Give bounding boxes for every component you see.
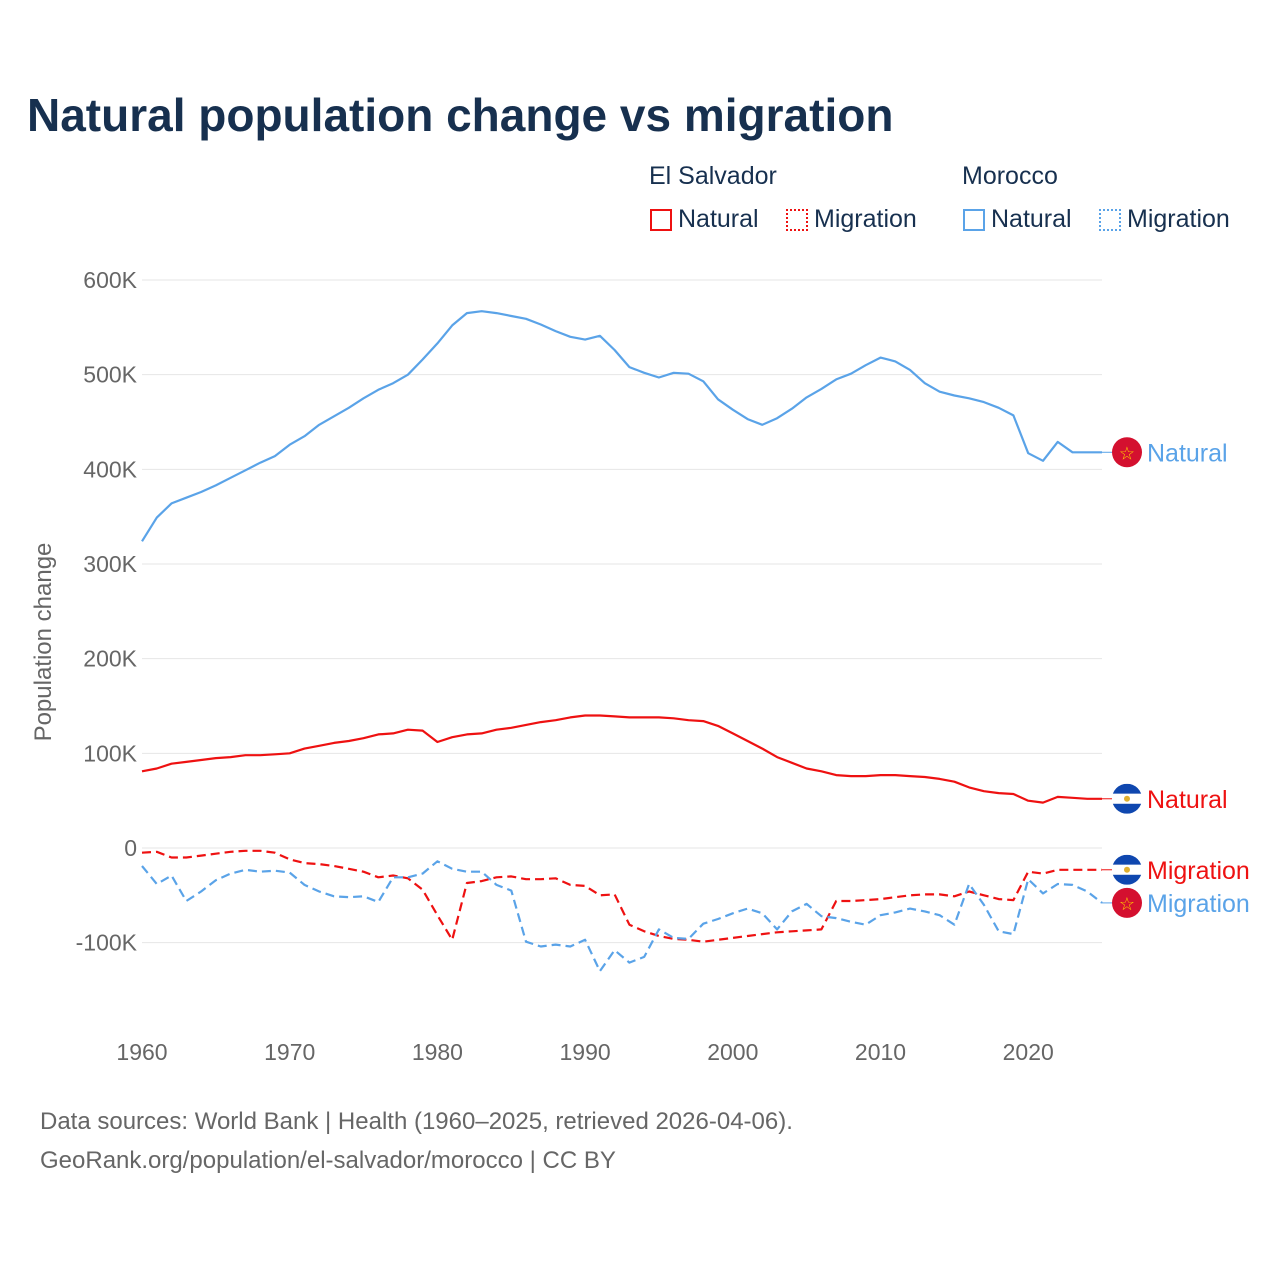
end-label: Migration (1147, 890, 1250, 918)
x-tick-label: 2020 (1003, 1039, 1054, 1065)
flag-background (1112, 437, 1142, 468)
y-tick-label: -100K (76, 930, 138, 956)
flag-background (1112, 887, 1142, 918)
legend-group-morocco: Morocco (962, 162, 1058, 190)
legend-label: Migration (1127, 205, 1230, 233)
x-tick-label: 1970 (264, 1039, 315, 1065)
stripe-top (1112, 854, 1142, 865)
x-tick-label: 1980 (412, 1039, 463, 1065)
end-label: Natural (1147, 439, 1228, 467)
series-line-morocco-natural (141, 310, 1102, 542)
y-tick-label: 400K (83, 456, 137, 482)
legend-morocco-migration[interactable]: Migration (1099, 205, 1230, 234)
x-tick-label: 1960 (116, 1039, 167, 1065)
legend-swatch-solid (650, 208, 672, 231)
emblem-icon (1124, 795, 1130, 802)
legend-swatch-solid (963, 208, 985, 231)
y-tick-label: 500K (83, 362, 137, 388)
star-icon: ☆ (1119, 894, 1135, 914)
legend-group-el-salvador: El Salvador (649, 162, 777, 190)
legend-swatch-dotted (786, 208, 808, 231)
legend-label: Natural (991, 205, 1072, 233)
series-line-el-salvador-natural (141, 714, 1102, 804)
legend-label: Migration (814, 205, 917, 233)
series-line-morocco-migration (141, 860, 1103, 973)
x-tick-label: 2000 (707, 1039, 758, 1065)
stripe-top (1112, 783, 1142, 794)
legend-swatch-dotted (1099, 208, 1121, 231)
star-icon: ☆ (1119, 443, 1135, 463)
y-tick-label: 0 (124, 835, 137, 861)
legend-el-salvador-migration[interactable]: Migration (786, 205, 917, 234)
legend-el-salvador-natural[interactable]: Natural (650, 205, 759, 234)
morocco-flag-icon: ☆ (1112, 887, 1142, 918)
morocco-flag-icon: ☆ (1112, 437, 1142, 468)
footer-link[interactable]: GeoRank.org/population/el-salvador/moroc… (40, 1147, 616, 1174)
y-tick-label: 600K (83, 267, 137, 293)
legend-morocco-natural[interactable]: Natural (963, 205, 1072, 234)
emblem-icon (1124, 866, 1130, 873)
flag-stripes (1112, 854, 1142, 885)
end-label: Migration (1147, 857, 1250, 885)
series-line-el-salvador-migration (141, 849, 1102, 943)
y-axis-label: Population change (30, 543, 57, 742)
el-salvador-flag-icon (1112, 854, 1142, 885)
y-tick-label: 200K (83, 646, 137, 672)
y-tick-label: 100K (83, 740, 137, 766)
footer-sources: Data sources: World Bank | Health (1960–… (40, 1108, 793, 1135)
stripe-bottom (1112, 874, 1142, 885)
y-tick-label: 300K (83, 551, 137, 577)
legend-label: Natural (678, 205, 759, 233)
end-label: Natural (1147, 786, 1228, 814)
x-tick-label: 2010 (855, 1039, 906, 1065)
chart-title: Natural population change vs migration (27, 89, 894, 141)
stripe-bottom (1112, 803, 1142, 814)
flag-stripes (1112, 783, 1142, 814)
x-tick-label: 1990 (560, 1039, 611, 1065)
el-salvador-flag-icon (1112, 783, 1142, 814)
